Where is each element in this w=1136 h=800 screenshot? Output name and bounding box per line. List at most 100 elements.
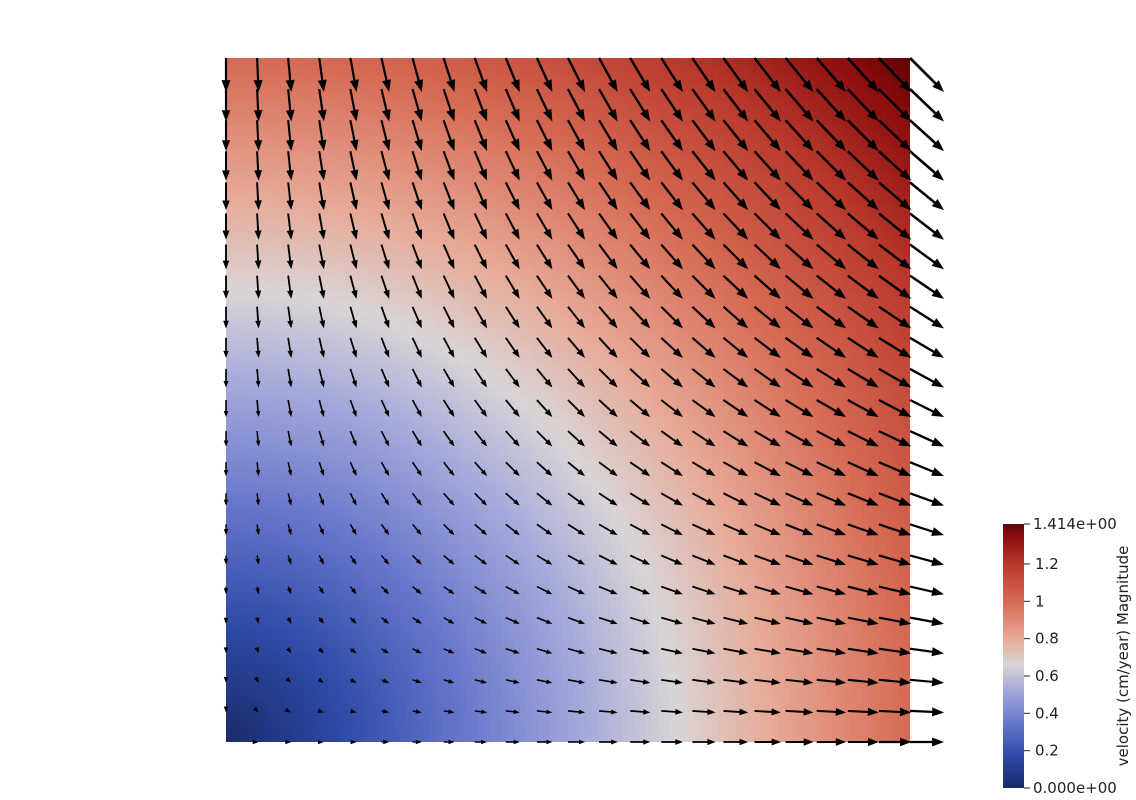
heatmap-cell	[280, 334, 287, 341]
heatmap-cell	[412, 634, 419, 641]
heatmap-cell	[388, 364, 395, 371]
heatmap-cell	[328, 352, 335, 359]
heatmap-cell	[340, 424, 347, 431]
heatmap-cell	[442, 178, 449, 185]
heatmap-cell	[316, 484, 323, 491]
heatmap-cell	[454, 706, 461, 713]
heatmap-cell	[346, 490, 353, 497]
heatmap-cell	[274, 256, 281, 263]
heatmap-cell	[358, 178, 365, 185]
heatmap-cell	[466, 190, 473, 197]
heatmap-cell	[232, 730, 239, 737]
heatmap-cell	[388, 136, 395, 143]
heatmap-cell	[394, 694, 401, 701]
heatmap-cell	[256, 100, 263, 107]
heatmap-cell	[262, 556, 269, 563]
heatmap-cell	[328, 412, 335, 419]
heatmap-cell	[280, 520, 287, 527]
heatmap-cell	[268, 736, 275, 742]
heatmap-cell	[268, 520, 275, 527]
heatmap-cell	[268, 376, 275, 383]
heatmap-cell	[286, 592, 293, 599]
heatmap-cell	[442, 502, 449, 509]
heatmap-cell	[388, 484, 395, 491]
heatmap-cell	[298, 604, 305, 611]
heatmap-cell	[292, 454, 299, 461]
heatmap-cell	[256, 550, 263, 557]
heatmap-cell	[238, 448, 245, 455]
heatmap-cell	[370, 262, 377, 269]
heatmap-cell	[418, 652, 425, 659]
heatmap-cell	[268, 406, 275, 413]
heatmap-cell	[304, 532, 311, 539]
heatmap-cell	[328, 370, 335, 377]
heatmap-cell	[376, 454, 383, 461]
heatmap-cell	[280, 622, 287, 629]
heatmap-cell	[430, 400, 437, 407]
heatmap-cell	[304, 208, 311, 215]
heatmap-cell	[238, 532, 245, 539]
heatmap-cell	[352, 508, 359, 515]
heatmap-cell	[286, 148, 293, 155]
heatmap-cell	[352, 454, 359, 461]
heatmap-cell	[436, 340, 443, 347]
heatmap-cell	[376, 178, 383, 185]
heatmap-cell	[460, 346, 467, 353]
heatmap-cell	[340, 550, 347, 557]
heatmap-cell	[346, 520, 353, 527]
heatmap-cell	[346, 118, 353, 125]
heatmap-cell	[352, 388, 359, 395]
heatmap-cell	[328, 490, 335, 497]
heatmap-cell	[484, 670, 491, 677]
heatmap-cell	[388, 382, 395, 389]
heatmap-cell	[358, 322, 365, 329]
heatmap-cell	[430, 262, 437, 269]
heatmap-cell	[262, 112, 269, 119]
heatmap-cell	[364, 502, 371, 509]
heatmap-cell	[238, 664, 245, 671]
heatmap-cell	[316, 388, 323, 395]
heatmap-cell	[484, 244, 491, 251]
heatmap-cell	[388, 238, 395, 245]
heatmap-cell	[286, 358, 293, 365]
heatmap-cell	[370, 82, 377, 89]
heatmap-cell	[400, 652, 407, 659]
heatmap-cell	[382, 610, 389, 617]
heatmap-cell	[328, 262, 335, 269]
heatmap-cell	[358, 634, 365, 641]
heatmap-cell	[424, 688, 431, 695]
heatmap-cell	[238, 490, 245, 497]
heatmap-cell	[316, 466, 323, 473]
heatmap-cell	[274, 274, 281, 281]
heatmap-cell	[364, 616, 371, 623]
heatmap-cell	[364, 94, 371, 101]
heatmap-cell	[352, 118, 359, 125]
heatmap-cell	[436, 292, 443, 299]
heatmap-cell	[346, 586, 353, 593]
heatmap-cell	[310, 454, 317, 461]
heatmap-cell	[292, 436, 299, 443]
heatmap-cell	[244, 442, 251, 449]
heatmap-cell	[478, 538, 485, 545]
heatmap-cell	[226, 502, 233, 509]
heatmap-cell	[232, 670, 239, 677]
heatmap-cell	[436, 688, 443, 695]
heatmap-cell	[310, 124, 317, 131]
heatmap-cell	[430, 574, 437, 581]
heatmap-cell	[310, 562, 317, 569]
heatmap-cell	[238, 442, 245, 449]
heatmap-cell	[376, 436, 383, 443]
heatmap-cell	[250, 580, 257, 587]
heatmap-cell	[250, 304, 257, 311]
heatmap-cell	[466, 136, 473, 143]
heatmap-cell	[310, 394, 317, 401]
heatmap-cell	[484, 682, 491, 689]
heatmap-cell	[394, 190, 401, 197]
heatmap-cell	[340, 436, 347, 443]
heatmap-cell	[442, 454, 449, 461]
heatmap-cell	[406, 268, 413, 275]
heatmap-cell	[370, 316, 377, 323]
heatmap-cell	[280, 166, 287, 173]
heatmap-cell	[400, 688, 407, 695]
